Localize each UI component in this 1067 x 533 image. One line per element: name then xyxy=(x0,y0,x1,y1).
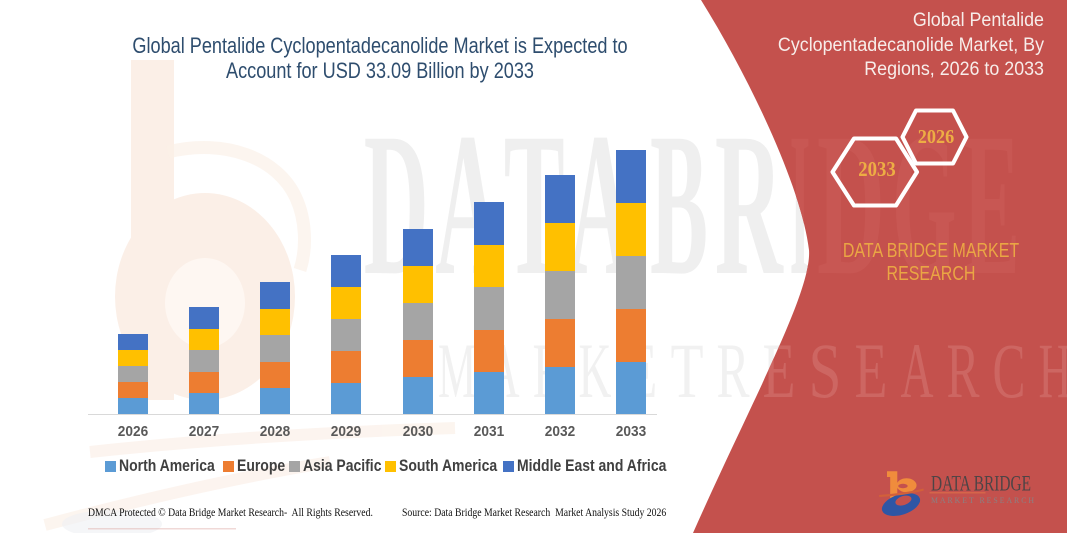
svg-text:E: E xyxy=(963,91,1020,318)
svg-text:B: B xyxy=(650,91,708,318)
svg-text:K: K xyxy=(579,327,612,414)
svg-text:R: R xyxy=(947,327,980,414)
svg-text:MARKET RESEARCH: MARKET RESEARCH xyxy=(931,496,1036,505)
svg-text:S: S xyxy=(809,327,842,414)
svg-text:DATA BRIDGE: DATA BRIDGE xyxy=(931,471,1031,496)
svg-text:R: R xyxy=(717,327,750,414)
svg-text:M: M xyxy=(438,327,476,414)
svg-text:C: C xyxy=(993,327,1026,414)
svg-text:A: A xyxy=(901,327,934,414)
svg-text:G: G xyxy=(892,91,957,318)
svg-text:T: T xyxy=(671,327,704,414)
svg-text:H: H xyxy=(1039,327,1067,414)
svg-text:E: E xyxy=(855,327,888,414)
